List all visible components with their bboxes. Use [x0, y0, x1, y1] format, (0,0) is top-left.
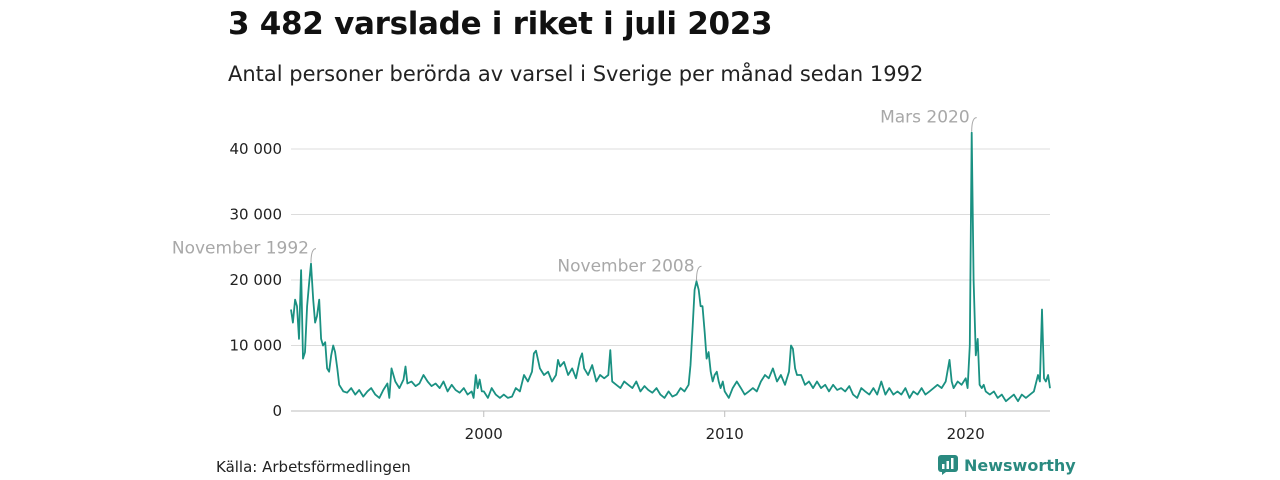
y-tick-label: 20 000 [230, 271, 283, 289]
annotation-connector [310, 248, 317, 263]
x-tick-label: 2000 [465, 425, 503, 443]
annotation-label: Mars 2020 [880, 108, 970, 128]
annotation-label: November 2008 [557, 256, 694, 276]
annotation-label: November 1992 [172, 239, 309, 259]
brand-logo: Newsworthy [938, 455, 1076, 475]
bar-chart-icon [938, 455, 958, 475]
source-note: Källa: Arbetsförmedlingen [216, 458, 411, 476]
y-tick-label: 0 [272, 402, 282, 420]
brand-name: Newsworthy [964, 455, 1076, 475]
y-tick-label: 40 000 [230, 140, 283, 158]
y-tick-label: 10 000 [230, 337, 283, 355]
x-tick-label: 2010 [706, 425, 744, 443]
chart-subtitle: Antal personer berörda av varsel i Sveri… [228, 62, 924, 86]
annotation-connector [696, 265, 702, 281]
x-tick-label: 2020 [947, 425, 985, 443]
series-line [290, 131, 1051, 403]
y-tick-label: 30 000 [230, 206, 283, 224]
chart-title: 3 482 varslade i riket i juli 2023 [228, 6, 773, 42]
annotation-connector [971, 117, 977, 132]
